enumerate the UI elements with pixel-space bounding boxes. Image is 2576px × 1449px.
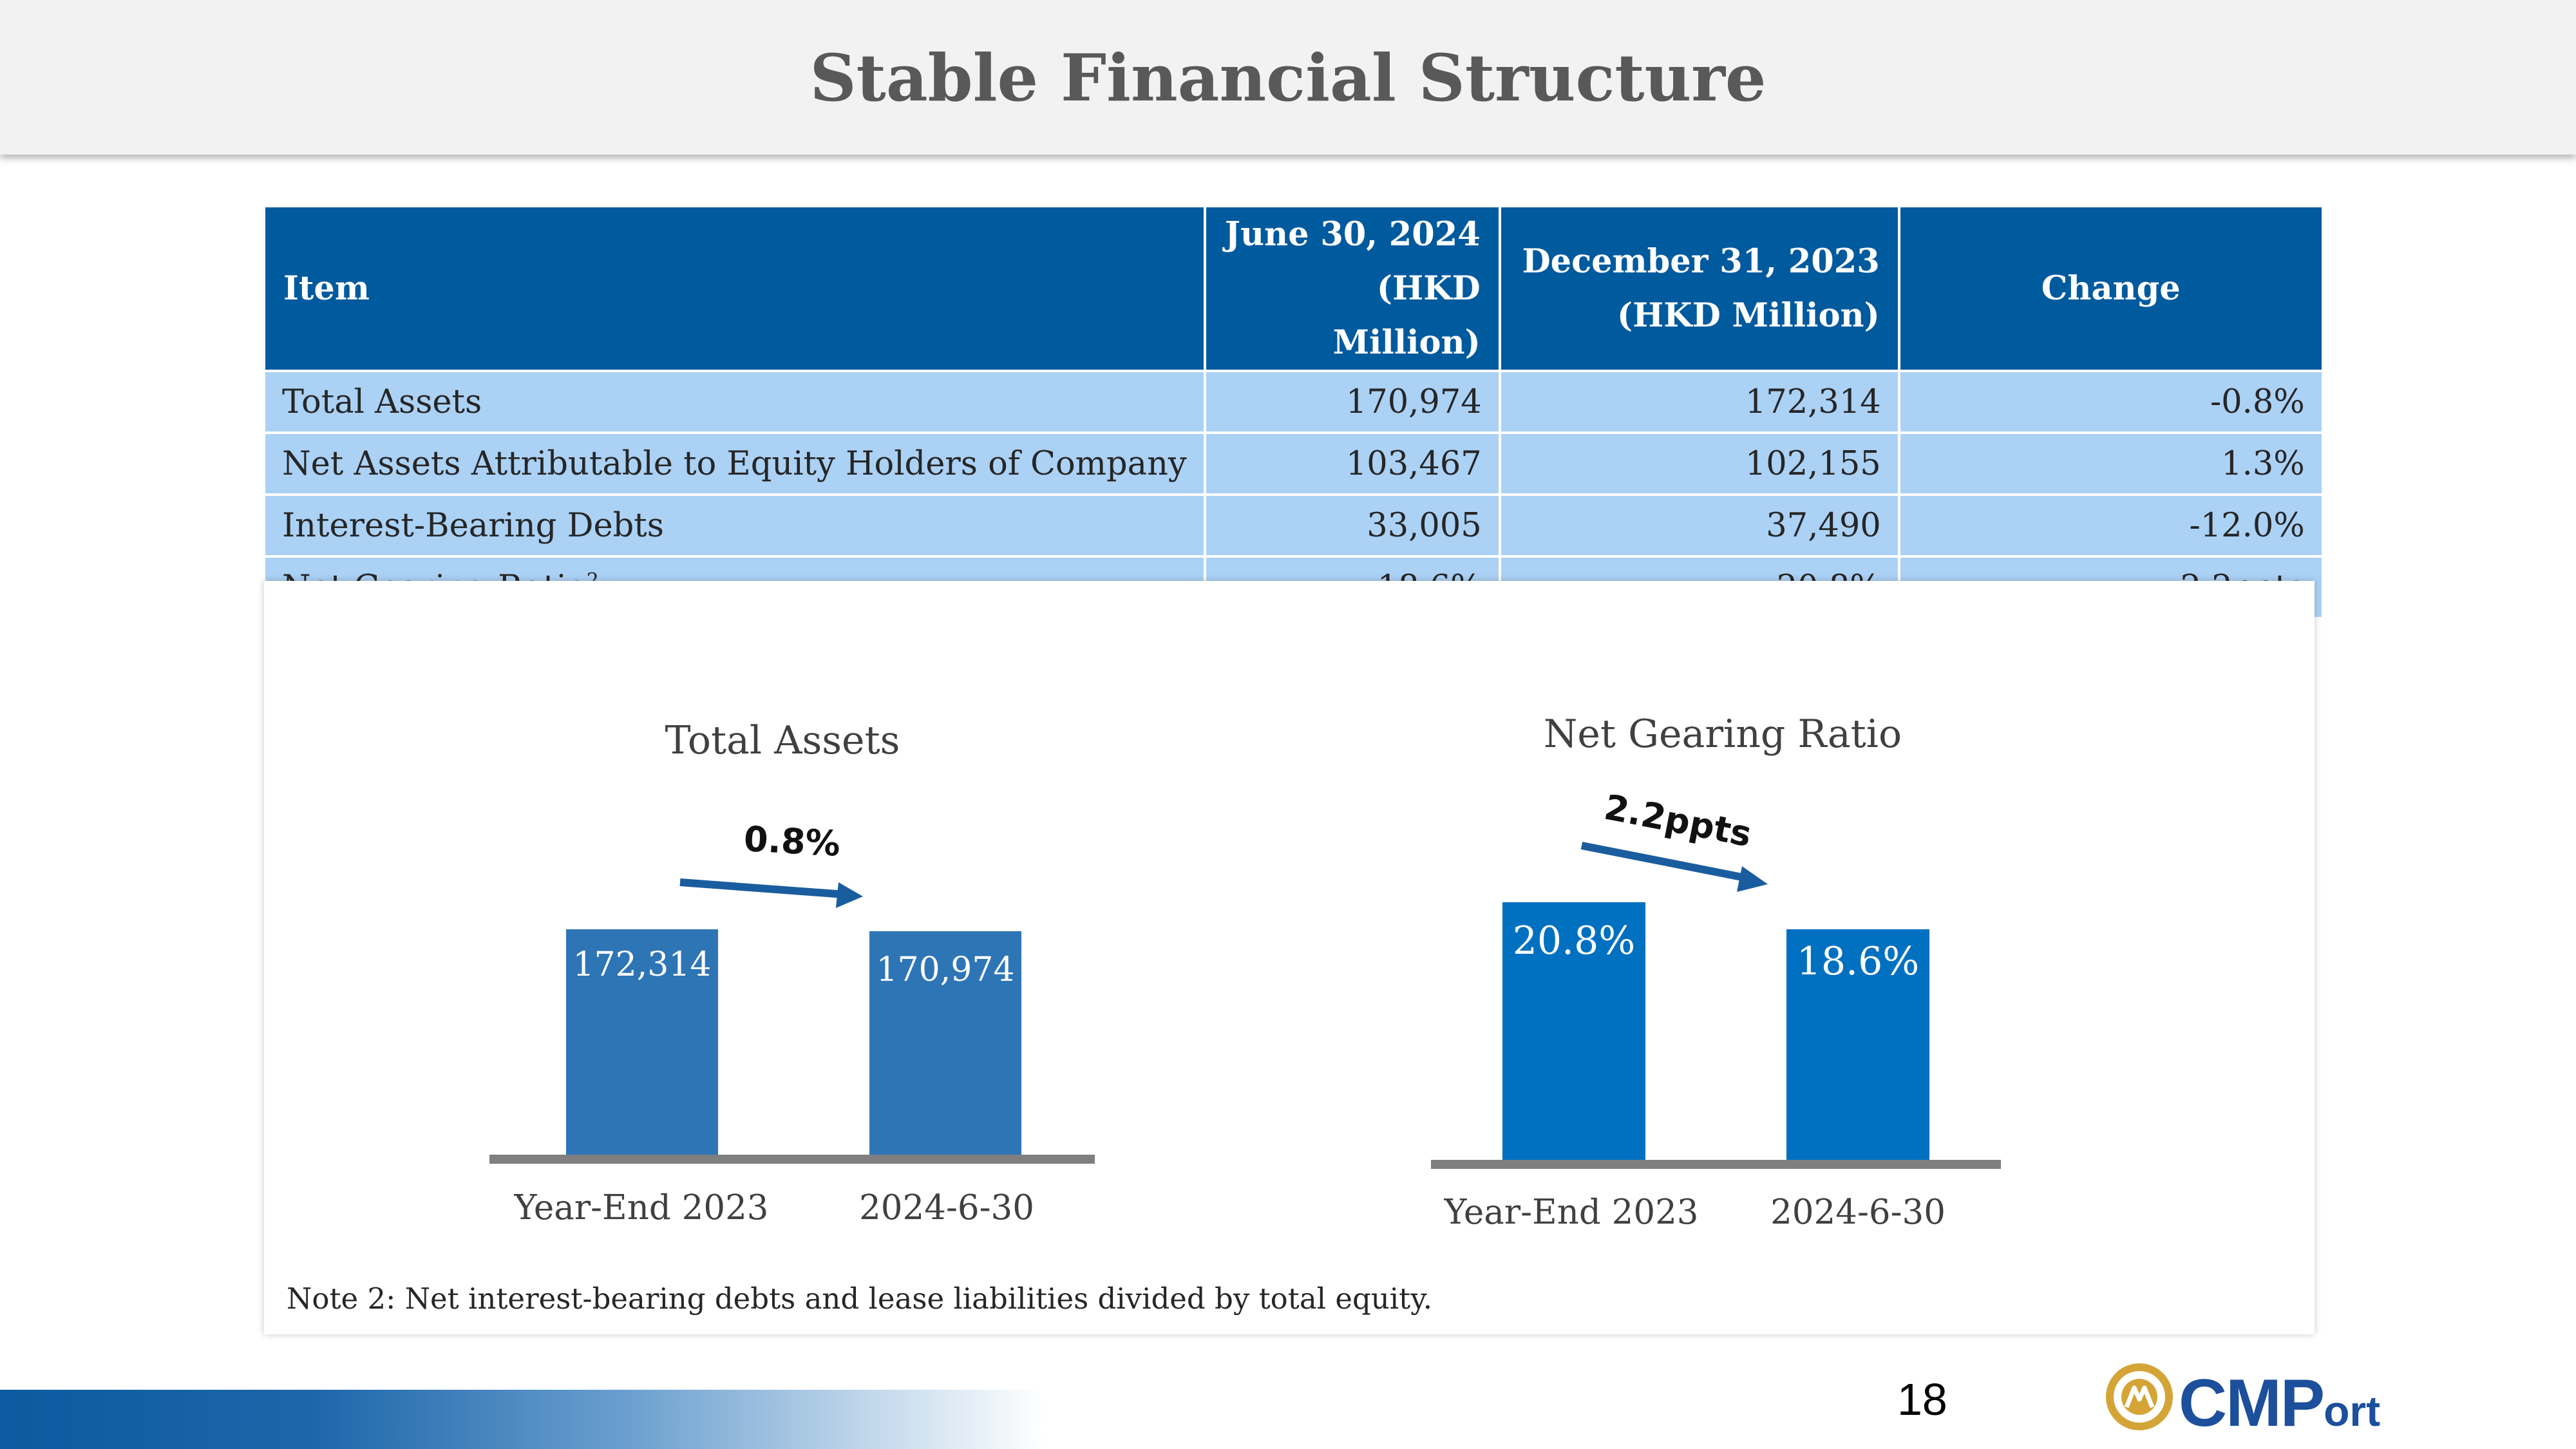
- bar: [1502, 902, 1645, 1160]
- logo-text: CMPort: [2179, 1366, 2381, 1441]
- data-label: 18.6%: [1796, 939, 1920, 985]
- bar: [566, 929, 718, 1155]
- cell-item: Net Assets Attributable to Equity Holder…: [265, 434, 1204, 493]
- header-dec2023: December 31, 2023 (HKD Million): [1501, 207, 1898, 370]
- bar: [869, 931, 1021, 1155]
- cell-jun2024: 103,467: [1206, 434, 1499, 493]
- axis-line-net-gearing: [1431, 1160, 2001, 1169]
- footnote: Note 2: Net interest-bearing debts and l…: [287, 1282, 1432, 1316]
- tick-label: 2024-6-30: [859, 1188, 1034, 1227]
- cell-item: Interest-Bearing Debts: [265, 496, 1204, 555]
- cell-jun2024: 170,974: [1206, 372, 1499, 431]
- title-bar: Stable Financial Structure: [0, 0, 2576, 155]
- company-logo: CMPort: [2105, 1359, 2407, 1441]
- cell-item: Total Assets: [265, 372, 1204, 431]
- cell-change: 1.3%: [1900, 434, 2322, 493]
- tick-label: 2024-6-30: [1770, 1193, 1946, 1232]
- page-title: Stable Financial Structure: [810, 40, 1766, 116]
- axis-line-total-assets: [489, 1155, 1095, 1164]
- table-row: Total Assets 170,974 172,314 -0.8%: [265, 372, 2322, 431]
- table-row: Net Assets Attributable to Equity Holder…: [265, 434, 2322, 493]
- logo-emblem-icon: [2106, 1363, 2173, 1430]
- data-label: 172,314: [573, 945, 712, 984]
- data-label: 20.8%: [1512, 918, 1636, 963]
- table-header-row: Item June 30, 2024 (HKD Million) December…: [265, 207, 2322, 370]
- chart-title-net-gearing: Net Gearing Ratio: [1543, 712, 1902, 757]
- data-label: 170,974: [876, 950, 1015, 989]
- header-jun2024: June 30, 2024 (HKD Million): [1206, 207, 1499, 370]
- tick-label: Year-End 2023: [1444, 1193, 1699, 1232]
- trend-arrow-net-gearing: [1580, 842, 1768, 892]
- chart-title-total-assets: Total Assets: [665, 718, 900, 763]
- bar: [1786, 929, 1929, 1160]
- tick-label: Year-End 2023: [514, 1188, 769, 1227]
- trend-arrow-total-assets: [679, 878, 863, 908]
- page-number: 18: [1897, 1374, 1947, 1425]
- footer-gradient-bar: [0, 1390, 1043, 1449]
- header-item: Item: [265, 207, 1204, 370]
- table-row: Interest-Bearing Debts 33,005 37,490 -12…: [265, 496, 2322, 555]
- cell-change: -12.0%: [1900, 496, 2322, 555]
- cell-dec2023: 172,314: [1501, 372, 1898, 431]
- header-change: Change: [1900, 207, 2322, 370]
- change-label-total-assets: 0.8%: [743, 819, 842, 864]
- cell-dec2023: 102,155: [1501, 434, 1898, 493]
- cell-jun2024: 33,005: [1206, 496, 1499, 555]
- cell-dec2023: 37,490: [1501, 496, 1898, 555]
- financial-table: Item June 30, 2024 (HKD Million) December…: [263, 205, 2324, 620]
- cell-change: -0.8%: [1900, 372, 2322, 431]
